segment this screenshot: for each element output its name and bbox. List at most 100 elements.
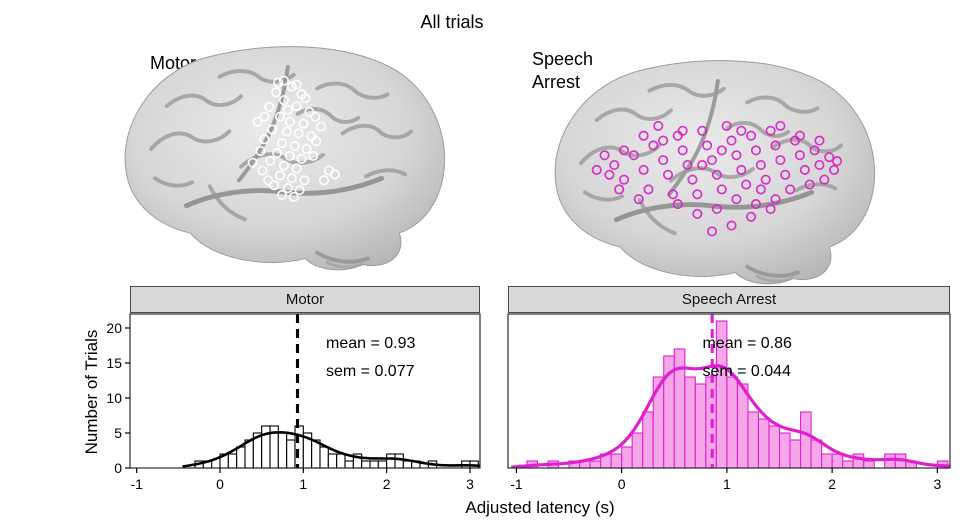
electrode-marker [273, 77, 284, 88]
mean-annotation: mean = 0.86 [702, 335, 792, 352]
electrode-marker [736, 125, 747, 136]
electrode-marker [775, 155, 786, 166]
x-tick-label: 3 [466, 476, 474, 492]
speech-arrest-electrode-scatter [591, 120, 843, 237]
electrode-marker [716, 184, 727, 195]
y-tick-label: 15 [106, 355, 122, 371]
electrode-marker [731, 150, 742, 161]
electrode-marker [604, 169, 615, 180]
electrode-marker [311, 136, 322, 147]
electrode-marker [300, 93, 311, 104]
histogram-bar [800, 411, 812, 469]
histogram-bar [863, 460, 875, 469]
electrode-marker [663, 169, 674, 180]
histogram-bar [377, 460, 388, 469]
y-tick-label: 10 [106, 390, 122, 406]
histogram-bar [778, 432, 791, 469]
x-tick-label: 2 [383, 476, 391, 492]
electrode-marker [648, 140, 659, 151]
electrode-marker [814, 135, 825, 146]
electrode-marker [286, 81, 297, 92]
motor-electrode-scatter [247, 75, 340, 202]
electrode-marker [672, 199, 683, 210]
facet-strip-speech-arrest: Speech Arrest [508, 286, 950, 313]
electrode-marker [638, 164, 649, 175]
electrode-marker [265, 155, 276, 166]
histogram-bar [736, 383, 749, 469]
electrode-marker [687, 174, 698, 185]
electrode-marker [750, 199, 761, 210]
electrode-marker [284, 150, 295, 161]
electrode-marker [247, 157, 258, 168]
mean-annotation: mean = 0.93 [326, 335, 416, 352]
electrode-marker [263, 175, 274, 186]
brain-render-motor [124, 46, 446, 271]
electrode-marker [804, 179, 815, 190]
electrode-marker [318, 175, 330, 186]
density-curve [182, 431, 480, 468]
electrode-marker [267, 124, 278, 135]
electrode-marker [658, 155, 669, 166]
electrode-marker [702, 140, 713, 151]
electrode-marker [257, 165, 268, 176]
electrode-marker [264, 102, 275, 113]
electrode-marker [711, 203, 722, 214]
electrode-marker [291, 79, 302, 90]
electrode-marker [289, 141, 300, 152]
electrode-marker [299, 175, 310, 186]
electrode-marker [824, 152, 835, 163]
facet-strip-motor: Motor [130, 286, 480, 313]
density-curve [511, 364, 950, 468]
x-tick-label: 0 [618, 476, 626, 492]
electrode-marker [780, 169, 791, 180]
y-tick-label: 5 [114, 425, 122, 441]
electrode-marker [677, 145, 688, 156]
electrode-marker [278, 75, 289, 86]
electrode-marker [819, 174, 830, 185]
electrode-marker [746, 211, 757, 222]
histogram-bar [386, 453, 396, 469]
electrode-marker [609, 159, 620, 171]
x-tick-label: 1 [299, 476, 307, 492]
electrode-marker [677, 125, 688, 136]
electrode-marker [658, 135, 669, 146]
electrode-marker [276, 189, 288, 200]
electrode-marker [765, 203, 776, 214]
electrode-marker [765, 125, 776, 136]
electrode-marker [760, 174, 771, 185]
electrode-marker [716, 145, 727, 156]
electrode-marker [692, 208, 703, 219]
histogram-bar [286, 439, 296, 469]
electrode-marker [750, 145, 761, 156]
histogram-bar [642, 411, 654, 469]
electrode-marker [770, 140, 781, 151]
electrode-marker [667, 189, 678, 200]
histogram-bar [621, 446, 633, 469]
electrode-marker [278, 160, 289, 171]
histogram-bar [294, 425, 304, 469]
sem-annotation: sem = 0.044 [702, 363, 791, 380]
panel-border [507, 313, 951, 469]
panel-1: mean = 0.86 sem = 0.044 -1 0 1 2 3 [507, 313, 951, 492]
electrode-marker [278, 95, 289, 106]
brain-render-speech-arrest [554, 60, 876, 285]
electrode-marker [682, 159, 693, 171]
histogram-bar [747, 411, 760, 469]
y-tick-label: 20 [106, 320, 122, 336]
electrode-marker [281, 126, 292, 137]
electrode-marker [794, 130, 805, 141]
panel-border [129, 313, 481, 469]
histogram-bar [394, 453, 404, 469]
histogram-bar [831, 453, 844, 469]
electrode-marker [316, 121, 327, 132]
electrode-marker [697, 125, 708, 136]
electrode-marker [296, 153, 307, 164]
electrode-marker [711, 169, 722, 180]
electrode-marker [259, 134, 270, 145]
electrode-marker [259, 111, 270, 122]
electrode-marker [775, 120, 786, 131]
histogram-bar [810, 439, 823, 469]
electrode-marker [706, 226, 718, 237]
